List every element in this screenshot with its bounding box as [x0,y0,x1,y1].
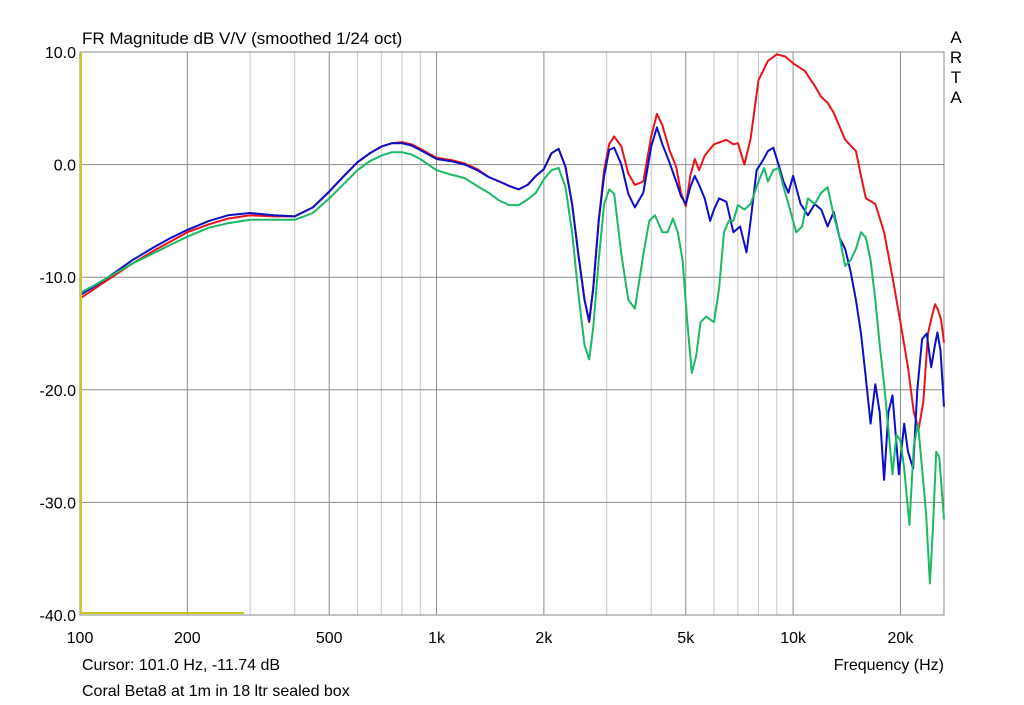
x-tick-label: 5k [677,630,695,647]
y-tick-label: 10.0 [45,45,76,62]
x-tick-label: 500 [316,630,343,647]
x-tick-label: 10k [780,630,807,647]
y-tick-label: -10.0 [40,270,77,287]
chart-title: FR Magnitude dB V/V (smoothed 1/24 oct) [82,29,402,48]
y-tick-label: 0.0 [54,158,76,175]
cursor-readout: Cursor: 101.0 Hz, -11.74 dB [82,657,280,674]
y-tick-label: -30.0 [40,495,77,512]
x-axis-label: Frequency (Hz) [834,657,944,674]
y-tick-label: -20.0 [40,383,77,400]
series-group [79,53,945,585]
x-axis-tick-labels: 100 200 500 1k 2k 5k 10k 20k [67,630,915,647]
x-tick-label: 100 [67,630,94,647]
x-tick-label: 2k [535,630,553,647]
x-tick-label: 200 [174,630,201,647]
y-axis-tick-labels: 10.0 0.0 -10.0 -20.0 -30.0 -40.0 [40,45,77,625]
x-tick-label: 20k [888,630,915,647]
y-tick-label: -40.0 [40,608,77,625]
series-line-3 [79,151,945,585]
series-line-2 [79,126,945,481]
chart-caption: Coral Beta8 at 1m in 18 ltr sealed box [82,683,350,700]
minor-gridlines [249,52,778,615]
major-gridlines [80,52,944,615]
arta-watermark: ARTA [947,28,966,108]
x-tick-label: 1k [428,630,446,647]
